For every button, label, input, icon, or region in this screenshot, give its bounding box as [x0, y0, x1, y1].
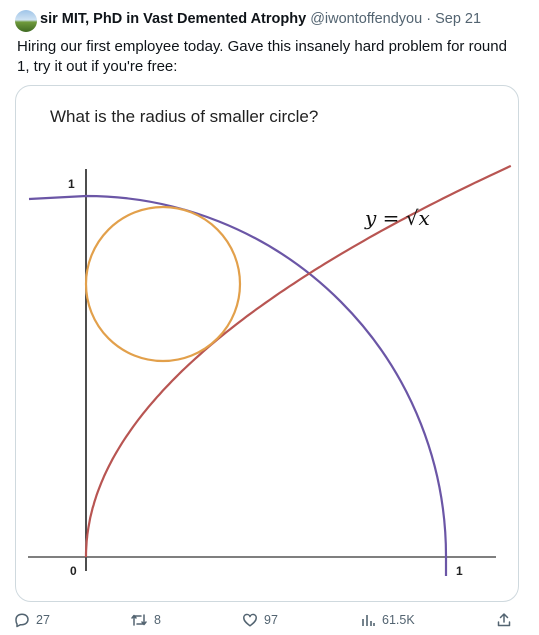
tweet-image[interactable]: What is the radius of smaller circle? y …	[15, 85, 519, 602]
tweet-date[interactable]: Sep 21	[435, 11, 482, 27]
like-button[interactable]: 97	[242, 612, 278, 628]
tweet-actions: 27 8 97 61.5K	[0, 612, 539, 634]
view-count: 61.5K	[382, 613, 415, 627]
heart-icon	[243, 613, 257, 627]
small-circle	[84, 205, 242, 363]
figure-question: What is the radius of smaller circle?	[50, 107, 318, 126]
tick-label-x-one: 1	[456, 564, 463, 578]
sqrt-curve	[84, 164, 512, 557]
header-separator: ·	[426, 11, 432, 27]
curve-label: y = √x	[364, 206, 430, 230]
reply-icon	[15, 613, 29, 628]
tweet-header: sir MIT, PhD in Vast Demented Atrophy @i…	[40, 11, 481, 27]
reply-count: 27	[36, 613, 50, 627]
retweet-button[interactable]: 8	[130, 612, 161, 628]
tick-label-origin: 0	[70, 564, 77, 578]
like-count: 97	[264, 613, 278, 627]
retweet-icon	[131, 614, 147, 626]
quarter-circle	[28, 194, 448, 576]
tweet-text: Hiring our first employee today. Gave th…	[17, 38, 507, 75]
views-button[interactable]: 61.5K	[360, 612, 415, 628]
author-avatar[interactable]	[15, 10, 37, 32]
author-name[interactable]: sir MIT, PhD in Vast Demented Atrophy	[40, 11, 307, 27]
share-button[interactable]	[496, 612, 512, 628]
author-handle[interactable]: @iwontoffendyou	[310, 11, 423, 27]
tick-label-y-one: 1	[68, 177, 75, 191]
retweet-count: 8	[154, 613, 161, 627]
share-icon	[497, 613, 511, 627]
reply-button[interactable]: 27	[14, 612, 50, 628]
math-figure: What is the radius of smaller circle? y …	[28, 107, 512, 578]
analytics-icon	[362, 615, 375, 626]
